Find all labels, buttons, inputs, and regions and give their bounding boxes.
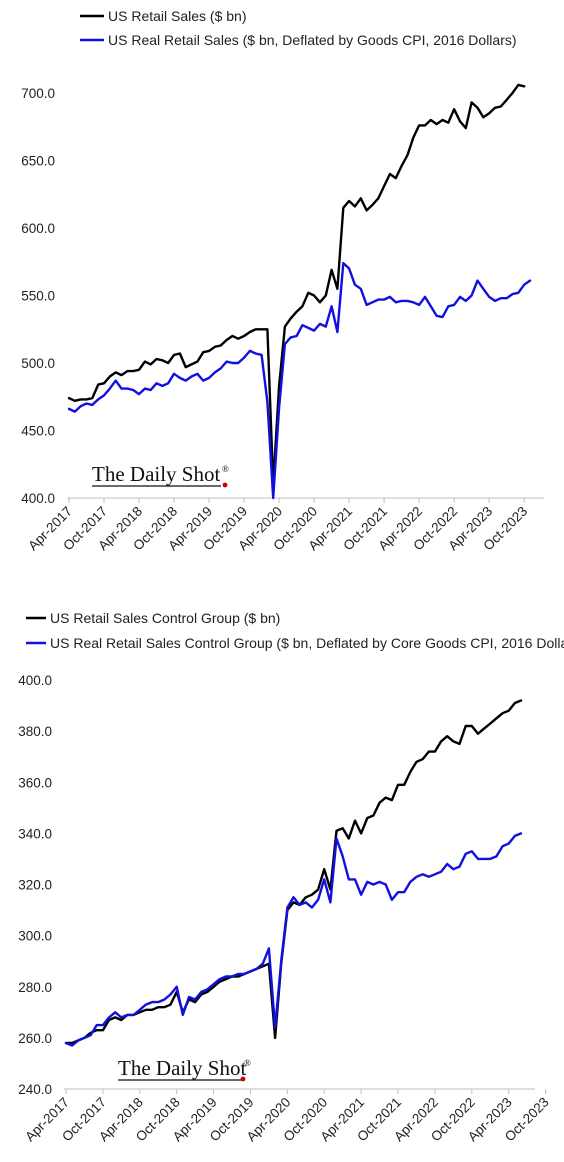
y-tick-label: 240.0 <box>18 1082 52 1097</box>
y-tick-label: 700.0 <box>21 86 55 101</box>
y-tick-label: 320.0 <box>18 878 52 893</box>
chart-retail-sales-svg: US Retail Sales ($ bn) US Real Retail Sa… <box>21 8 544 553</box>
brand-dot <box>240 1076 246 1082</box>
x-axis-ticks: Apr-2017Oct-2017Apr-2018Oct-2018Apr-2019… <box>25 498 530 553</box>
brand-name: The Daily Shot <box>92 462 220 486</box>
x-axis-ticks: Apr-2017Oct-2017Apr-2018Oct-2018Apr-2019… <box>22 1089 552 1144</box>
legend-label-real: US Real Retail Sales ($ bn, Deflated by … <box>108 32 517 48</box>
legend: US Retail Sales ($ bn) US Real Retail Sa… <box>80 8 517 48</box>
series-line-nominal <box>64 699 523 1045</box>
y-axis-ticks: 240.0 260.0 280.0 300.0 320.0 340.0 360.0 380.0… <box>18 673 52 1097</box>
y-axis-ticks: 400.0 450.0 500.0 550.0 600.0 650.0 700.0 <box>21 86 55 506</box>
series-line-real <box>64 832 523 1047</box>
legend-label-nominal: US Retail Sales ($ bn) <box>108 8 247 24</box>
y-tick-label: 400.0 <box>21 491 55 506</box>
y-tick-label: 280.0 <box>18 980 52 995</box>
y-tick-label: 260.0 <box>18 1031 52 1046</box>
y-tick-label: 500.0 <box>21 356 55 371</box>
y-tick-label: 300.0 <box>18 929 52 944</box>
chart-control-group: US Retail Sales Control Group ($ bn) US … <box>0 590 564 1162</box>
y-tick-label: 450.0 <box>21 424 55 439</box>
legend-label-real: US Real Retail Sales Control Group ($ bn… <box>50 635 564 651</box>
y-tick-label: 380.0 <box>18 724 52 739</box>
y-tick-label: 600.0 <box>21 221 55 236</box>
brand-dot <box>222 482 228 488</box>
brand-logo: The Daily Shot ® <box>92 462 229 488</box>
y-tick-label: 650.0 <box>21 154 55 169</box>
series-line-real <box>67 261 532 500</box>
series-line-nominal <box>67 83 526 486</box>
y-tick-label: 340.0 <box>18 826 52 841</box>
y-tick-label: 550.0 <box>21 289 55 304</box>
y-tick-label: 400.0 <box>18 673 52 688</box>
series-lines <box>67 83 532 500</box>
legend-label-nominal: US Retail Sales Control Group ($ bn) <box>50 610 280 626</box>
brand-name: The Daily Shot <box>118 1056 246 1080</box>
series-lines <box>64 699 523 1047</box>
chart-control-group-svg: US Retail Sales Control Group ($ bn) US … <box>18 610 564 1144</box>
y-tick-label: 360.0 <box>18 775 52 790</box>
brand-mark: ® <box>244 1058 251 1068</box>
legend: US Retail Sales Control Group ($ bn) US … <box>26 610 564 651</box>
brand-logo: The Daily Shot ® <box>118 1056 251 1082</box>
brand-mark: ® <box>222 464 229 474</box>
chart-retail-sales: US Retail Sales ($ bn) US Real Retail Sa… <box>0 0 564 580</box>
